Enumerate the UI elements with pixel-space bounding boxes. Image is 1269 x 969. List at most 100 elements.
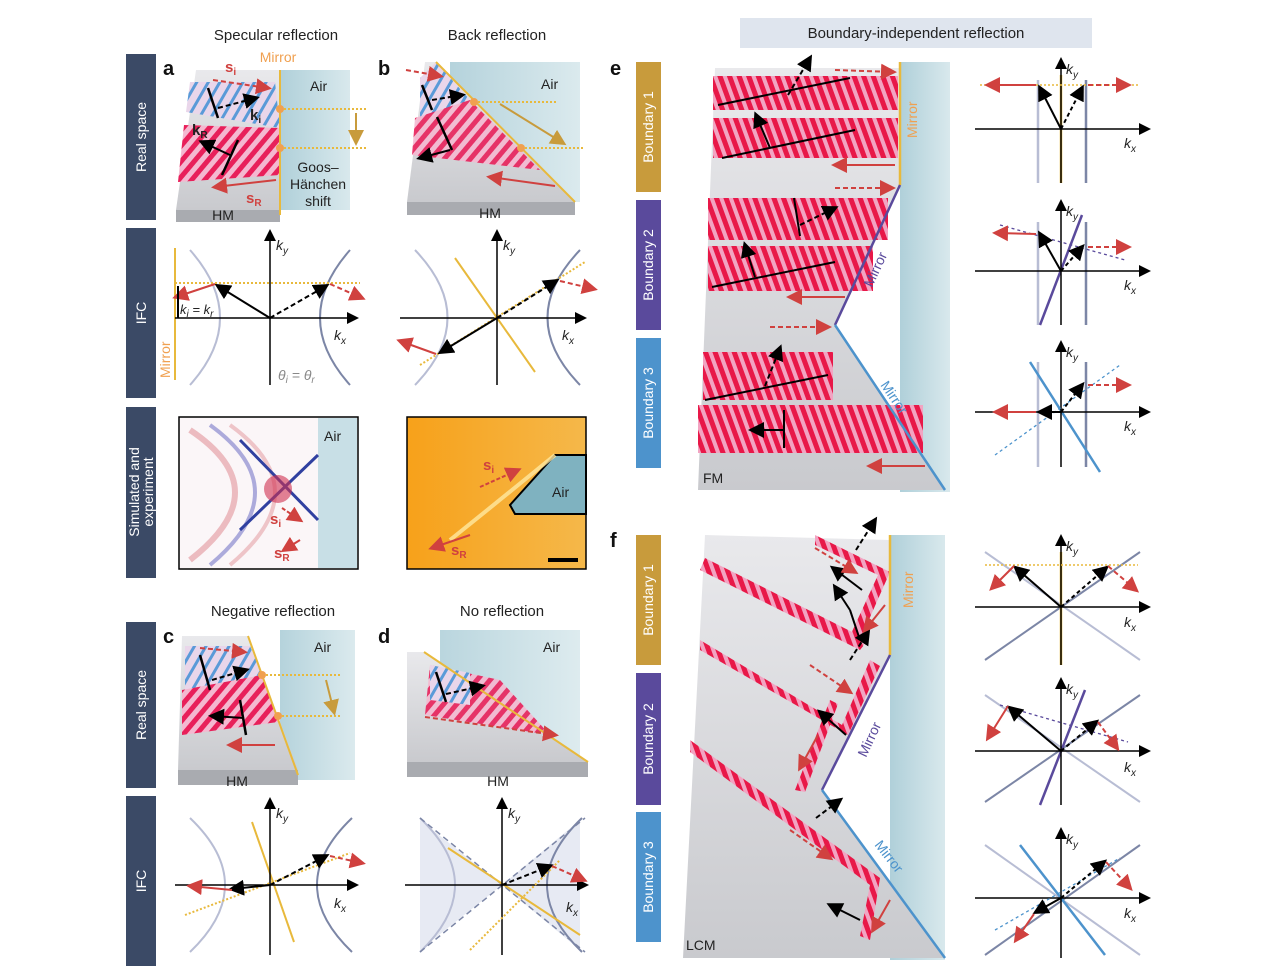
svg-text:Boundary 1: Boundary 1 <box>640 91 656 163</box>
title-none: No reflection <box>460 603 544 620</box>
title-back: Back reflection <box>448 27 546 44</box>
axis-label-ky-b: ky <box>503 237 516 257</box>
ifc-f2 <box>975 677 1151 806</box>
label-fm: FM <box>703 470 723 486</box>
svg-text:ky: ky <box>1066 61 1079 81</box>
panel-b-real-space <box>405 61 585 215</box>
row-label-ifc-2: IFC <box>126 796 156 966</box>
svg-text:Simulated and: Simulated and <box>126 447 142 537</box>
panel-c-ifc <box>175 797 366 955</box>
ifc-f1 <box>975 534 1151 665</box>
label-air-c: Air <box>314 639 331 655</box>
label-k-i: ki <box>250 107 261 126</box>
label-mirror-f1: Mirror <box>900 571 916 608</box>
label-goos-1: Goos– <box>297 159 338 175</box>
label-lcm: LCM <box>686 937 716 953</box>
boundary-label-e3: Boundary 3 <box>636 338 661 468</box>
svg-text:Real space: Real space <box>133 102 149 172</box>
label-air-d: Air <box>543 639 560 655</box>
axis-label-kx-c: kx <box>334 895 347 915</box>
boundary-label-f2: Boundary 2 <box>636 673 661 805</box>
row-label-ifc-1: IFC <box>126 228 156 398</box>
panel-letter-f: f <box>610 530 617 552</box>
title-specular: Specular reflection <box>214 27 338 44</box>
axis-label-kx-d: kx <box>566 899 579 919</box>
ifc-e1 <box>975 57 1151 183</box>
axis-label-kx-b: kx <box>562 327 575 347</box>
row-label-sim-exp: Simulated and experiment <box>126 407 156 578</box>
panel-f-real-space <box>683 516 947 960</box>
label-mirror-ifc: Mirror <box>157 341 173 378</box>
svg-text:Boundary 2: Boundary 2 <box>640 703 656 775</box>
axis-label-ky-c: ky <box>276 805 289 825</box>
label-hm-c: HM <box>226 773 248 789</box>
svg-text:kx: kx <box>1124 418 1137 438</box>
svg-text:ky: ky <box>1066 681 1079 701</box>
scale-bar <box>548 558 578 562</box>
svg-text:experiment: experiment <box>140 457 156 526</box>
label-hm-a: HM <box>212 207 234 223</box>
row-label-real-space-1: Real space <box>126 54 156 220</box>
label-air-sim: Air <box>324 428 341 444</box>
label-s-R-exp: sR <box>451 542 467 561</box>
title-boundary-independent: Boundary-independent reflection <box>808 25 1025 42</box>
svg-text:kx: kx <box>1124 135 1137 155</box>
boundary-label-f1: Boundary 1 <box>636 535 661 665</box>
boundary-label-f3: Boundary 3 <box>636 812 661 942</box>
label-hm-d: HM <box>487 773 509 789</box>
axis-label-ky-a: ky <box>276 237 289 257</box>
ifc-e2 <box>975 199 1151 326</box>
svg-text:Boundary 3: Boundary 3 <box>640 367 656 439</box>
label-k-R: kR <box>192 122 208 141</box>
svg-text:Boundary 1: Boundary 1 <box>640 564 656 636</box>
label-k-parallel-equality: ki = kr <box>180 302 214 320</box>
title-box <box>740 18 1092 48</box>
boundary-label-e1: Boundary 1 <box>636 62 661 192</box>
panel-d-ifc <box>405 797 589 955</box>
label-goos-3: shift <box>305 193 331 209</box>
svg-text:ky: ky <box>1066 203 1079 223</box>
svg-text:IFC: IFC <box>133 870 149 893</box>
small-ifc-axis-labels: ky kx ky kx ky kx ky kx ky kx ky kx <box>1066 61 1137 925</box>
panel-e-real-space <box>698 54 950 492</box>
label-mirror-f2: Mirror <box>854 719 884 759</box>
axis-label-ky-d: ky <box>508 805 521 825</box>
ifc-f3 <box>975 827 1151 958</box>
label-s-R-sim: sR <box>274 545 290 564</box>
panel-c-real-space <box>178 630 355 785</box>
label-air: Air <box>310 78 327 94</box>
panel-letter-e: e <box>610 58 621 80</box>
panel-b-ifc <box>396 229 598 386</box>
svg-text:kx: kx <box>1124 614 1137 634</box>
svg-text:ky: ky <box>1066 831 1079 851</box>
panel-a-real-space <box>176 70 368 222</box>
svg-text:kx: kx <box>1124 759 1137 779</box>
label-theta-equality: θi = θr <box>278 367 315 386</box>
panel-letter-b: b <box>378 58 390 80</box>
label-mirror-e1: Mirror <box>904 101 920 138</box>
row-label-real-space-2: Real space <box>126 622 156 788</box>
label-s-i-exp: si <box>483 457 494 476</box>
panel-d-real-space <box>407 630 589 777</box>
label-air-b: Air <box>541 76 558 92</box>
label-air-exp: Air <box>552 484 569 500</box>
label-s-i: si <box>225 59 236 78</box>
svg-text:Boundary 2: Boundary 2 <box>640 229 656 301</box>
ifc-e3 <box>975 340 1151 473</box>
svg-text:IFC: IFC <box>133 302 149 325</box>
simulation-image <box>178 416 359 570</box>
svg-text:ky: ky <box>1066 344 1079 364</box>
label-mirror: Mirror <box>260 49 297 65</box>
label-s-R: sR <box>246 190 262 209</box>
panel-letter-c: c <box>163 626 174 648</box>
experiment-image <box>406 416 587 570</box>
panel-letter-a: a <box>163 58 175 80</box>
boundary-label-e2: Boundary 2 <box>636 200 661 330</box>
svg-text:kx: kx <box>1124 277 1137 297</box>
label-goos-2: Hänchen <box>290 176 346 192</box>
svg-text:ky: ky <box>1066 538 1079 558</box>
label-hm-b: HM <box>479 205 501 221</box>
svg-text:Real space: Real space <box>133 670 149 740</box>
svg-text:Boundary 3: Boundary 3 <box>640 841 656 913</box>
